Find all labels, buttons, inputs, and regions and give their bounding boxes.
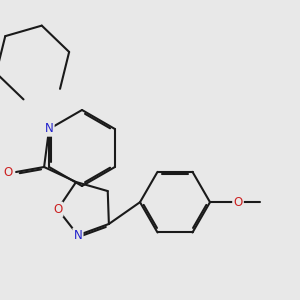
Text: O: O bbox=[53, 203, 62, 216]
Text: N: N bbox=[74, 229, 82, 242]
Text: O: O bbox=[233, 196, 243, 209]
Text: O: O bbox=[4, 166, 13, 178]
Text: N: N bbox=[45, 122, 53, 136]
